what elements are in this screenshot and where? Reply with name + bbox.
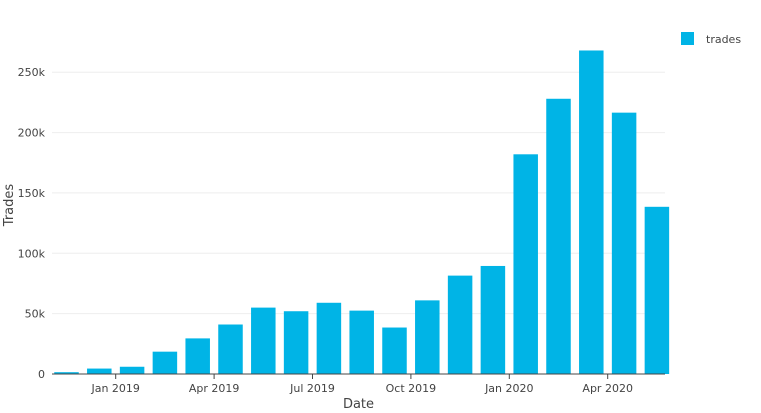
x-tick-labels: Jan 2019 Apr 2019 Jul 2019 Oct 2019 Jan 2020… xyxy=(90,374,633,395)
legend-swatch-trades xyxy=(681,32,694,45)
gridlines xyxy=(52,71,665,315)
bar-2019-01[interactable] xyxy=(119,366,145,374)
bar-2019-03[interactable] xyxy=(185,338,210,374)
bar-2020-05[interactable] xyxy=(644,206,670,374)
y-tick-label: 0 xyxy=(38,368,45,381)
bar-2018-12[interactable] xyxy=(87,368,112,374)
y-tick-label: 100k xyxy=(18,247,46,260)
y-tick-label: 250k xyxy=(18,66,46,79)
y-tick-label: 150k xyxy=(18,187,46,200)
bar-2019-07[interactable] xyxy=(316,302,342,374)
bar-2019-08[interactable] xyxy=(349,310,374,374)
bar-2019-06[interactable] xyxy=(283,311,309,374)
bar-2020-02[interactable] xyxy=(546,98,571,375)
x-tick-label: Apr 2020 xyxy=(582,382,633,395)
x-tick-label: Jan 2020 xyxy=(484,382,533,395)
legend-label-trades: trades xyxy=(706,33,741,46)
bar-2020-03[interactable] xyxy=(579,50,604,374)
y-axis-title: Trades xyxy=(2,184,17,228)
bar-2020-01[interactable] xyxy=(513,154,538,374)
y-tick-label: 200k xyxy=(18,127,46,140)
bar-2020-04[interactable] xyxy=(611,112,637,375)
y-tick-label: 50k xyxy=(25,308,46,321)
x-tick-label: Jan 2019 xyxy=(90,382,139,395)
bar-2019-12[interactable] xyxy=(480,265,506,374)
bar-2019-02[interactable] xyxy=(152,351,178,374)
x-tick-label: Oct 2019 xyxy=(386,382,437,395)
x-axis-title: Date xyxy=(343,397,374,412)
x-tick-label: Apr 2019 xyxy=(189,382,240,395)
bar-2019-11[interactable] xyxy=(447,275,473,374)
bar-2018-11[interactable] xyxy=(54,372,79,374)
bar-2019-10[interactable] xyxy=(415,300,440,374)
bar-2019-05[interactable] xyxy=(251,307,276,374)
bar-2019-09[interactable] xyxy=(382,327,407,374)
bars xyxy=(54,50,670,375)
x-tick-label: Jul 2019 xyxy=(289,382,335,395)
bar-2019-04[interactable] xyxy=(218,324,243,374)
y-tick-labels: 0 50k 100k 150k 200k 250k xyxy=(18,66,46,381)
legend[interactable]: trades xyxy=(681,32,741,46)
